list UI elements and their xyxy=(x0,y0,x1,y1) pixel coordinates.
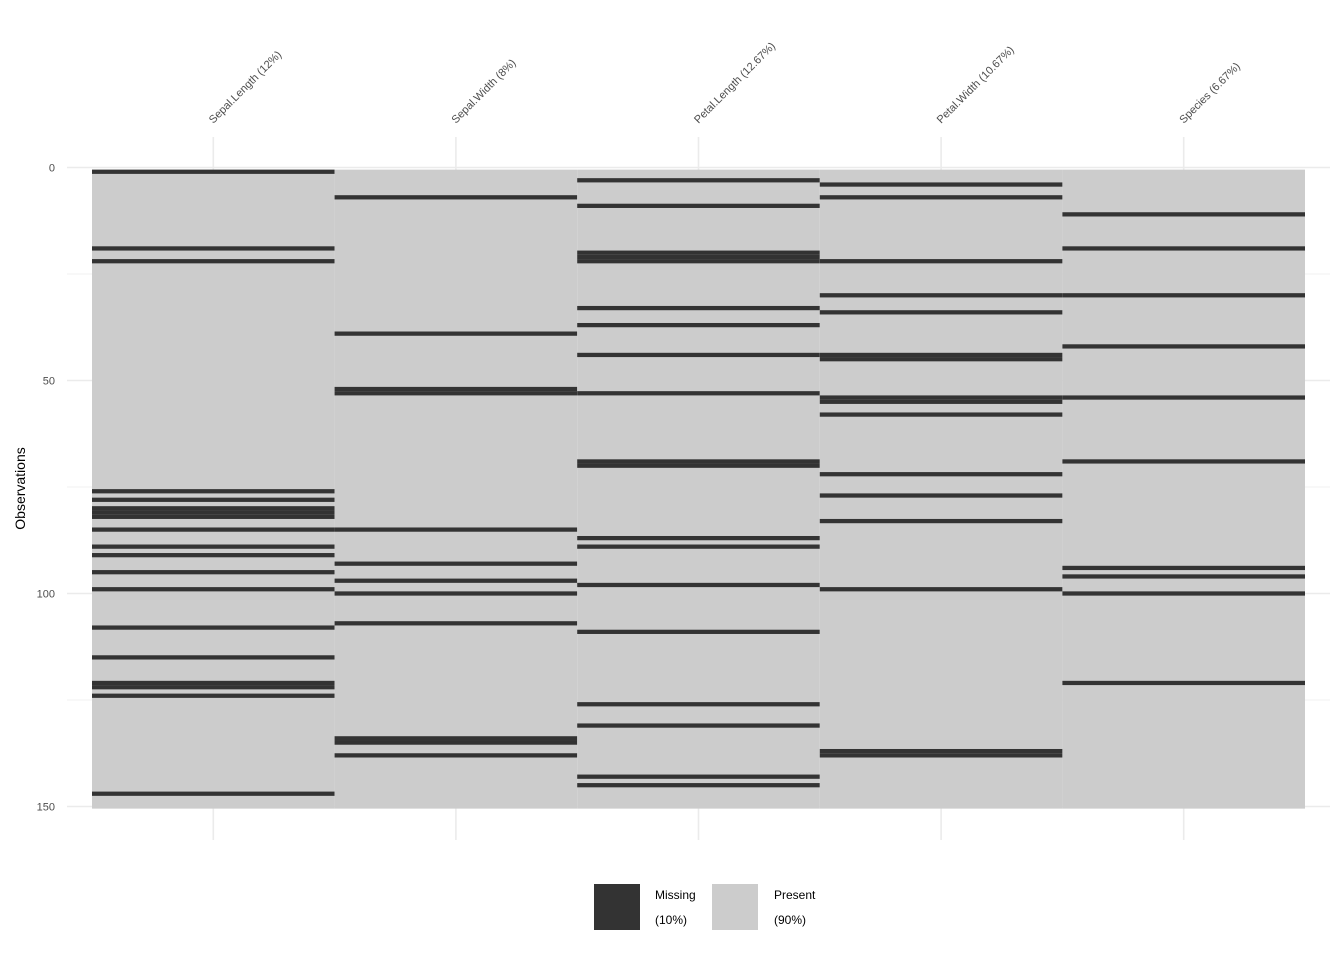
missing-cell xyxy=(92,489,335,494)
missing-cell xyxy=(577,391,820,396)
missing-cell xyxy=(334,740,578,745)
missing-cell xyxy=(1062,293,1305,298)
missing-cell xyxy=(819,259,1063,264)
missing-cell xyxy=(92,655,335,660)
missing-cell xyxy=(577,322,820,328)
missing-cell xyxy=(1062,574,1305,579)
legend-percent: (10%) xyxy=(655,913,687,927)
missing-cell xyxy=(819,472,1063,477)
missing-cell xyxy=(577,723,820,728)
missing-cell xyxy=(1062,591,1305,596)
missing-cell xyxy=(577,254,820,260)
legend-label: Missing xyxy=(655,888,696,902)
missing-cell xyxy=(334,736,578,741)
missing-cell xyxy=(577,459,820,464)
present-column-3 xyxy=(577,169,820,809)
missing-cell xyxy=(92,169,335,174)
column-label: Species (6.67%) xyxy=(1177,61,1243,127)
missing-cell xyxy=(819,748,1063,754)
missing-cell xyxy=(1062,565,1305,571)
missing-cell xyxy=(92,510,335,515)
missing-cell xyxy=(1062,459,1305,464)
missing-cell xyxy=(1062,395,1305,400)
missing-cell xyxy=(92,259,335,264)
missing-cell xyxy=(92,527,335,532)
missing-cell xyxy=(92,685,335,690)
missing-cell xyxy=(334,391,578,396)
missing-cell xyxy=(819,352,1063,358)
y-tick-label: 100 xyxy=(37,589,55,601)
missing-cell xyxy=(819,587,1063,592)
missing-cell xyxy=(577,250,820,255)
missing-cell xyxy=(819,310,1063,315)
legend-label: Present xyxy=(774,888,816,902)
missing-cell xyxy=(577,774,820,779)
column-label: Sepal.Length (12%) xyxy=(207,49,284,126)
column-label: Petal.Length (12.67%) xyxy=(692,40,778,126)
missing-cell xyxy=(819,753,1063,758)
missing-cell xyxy=(819,399,1063,404)
y-tick-label: 0 xyxy=(49,163,55,175)
missing-cell xyxy=(334,331,578,336)
missing-cell xyxy=(577,629,820,634)
missing-cell xyxy=(334,621,578,626)
missing-cell xyxy=(577,352,820,358)
y-axis-title: Observations xyxy=(12,447,28,529)
missing-cell xyxy=(819,293,1063,298)
legend-key-present xyxy=(712,884,758,930)
missing-cell xyxy=(334,561,578,566)
column-label: Petal.Width (10.67%) xyxy=(935,44,1017,126)
missing-cell xyxy=(577,259,820,264)
missing-cell xyxy=(577,463,820,468)
y-tick-label: 50 xyxy=(43,376,55,388)
present-column-4 xyxy=(819,169,1063,809)
missing-cell xyxy=(334,591,578,596)
missing-cell xyxy=(819,182,1063,187)
missing-cell xyxy=(577,783,820,788)
legend-percent: (90%) xyxy=(774,913,806,927)
missing-cell xyxy=(92,506,335,511)
missing-cell xyxy=(92,514,335,519)
legend-key-missing xyxy=(594,884,640,930)
missing-cell xyxy=(819,493,1063,498)
missing-cell xyxy=(577,544,820,549)
missing-cell xyxy=(577,582,820,588)
present-column-2 xyxy=(334,169,578,809)
missing-cell xyxy=(577,702,820,707)
missing-cell xyxy=(334,527,578,532)
missing-cell xyxy=(577,203,820,208)
missing-cell xyxy=(1062,680,1305,686)
missing-cell xyxy=(92,497,335,502)
missing-cell xyxy=(819,518,1063,524)
missing-cell xyxy=(577,535,820,541)
missing-cell xyxy=(334,753,578,758)
missing-cell xyxy=(819,357,1063,362)
missing-cell xyxy=(334,195,578,200)
missing-cell xyxy=(1062,344,1305,349)
missing-cell xyxy=(577,305,820,311)
missing-cell xyxy=(92,570,335,575)
missing-cell xyxy=(92,625,335,630)
column-label: Sepal.Width (8%) xyxy=(450,57,519,126)
missing-cell xyxy=(819,412,1063,417)
missing-cell xyxy=(92,693,335,698)
missing-cell xyxy=(92,544,335,549)
missing-cell xyxy=(334,386,578,392)
missing-cell xyxy=(92,246,335,251)
missing-cell xyxy=(819,395,1063,400)
present-column-5 xyxy=(1062,169,1305,809)
missing-cell xyxy=(92,680,335,686)
missing-cell xyxy=(577,178,820,183)
missing-cell xyxy=(819,195,1063,200)
y-tick-label: 150 xyxy=(37,802,55,814)
missing-cell xyxy=(334,578,578,583)
missing-cell xyxy=(92,553,335,558)
missing-cell xyxy=(1062,246,1305,251)
missing-cell xyxy=(1062,212,1305,217)
missing-cell xyxy=(92,791,335,796)
missing-cell xyxy=(92,587,335,592)
